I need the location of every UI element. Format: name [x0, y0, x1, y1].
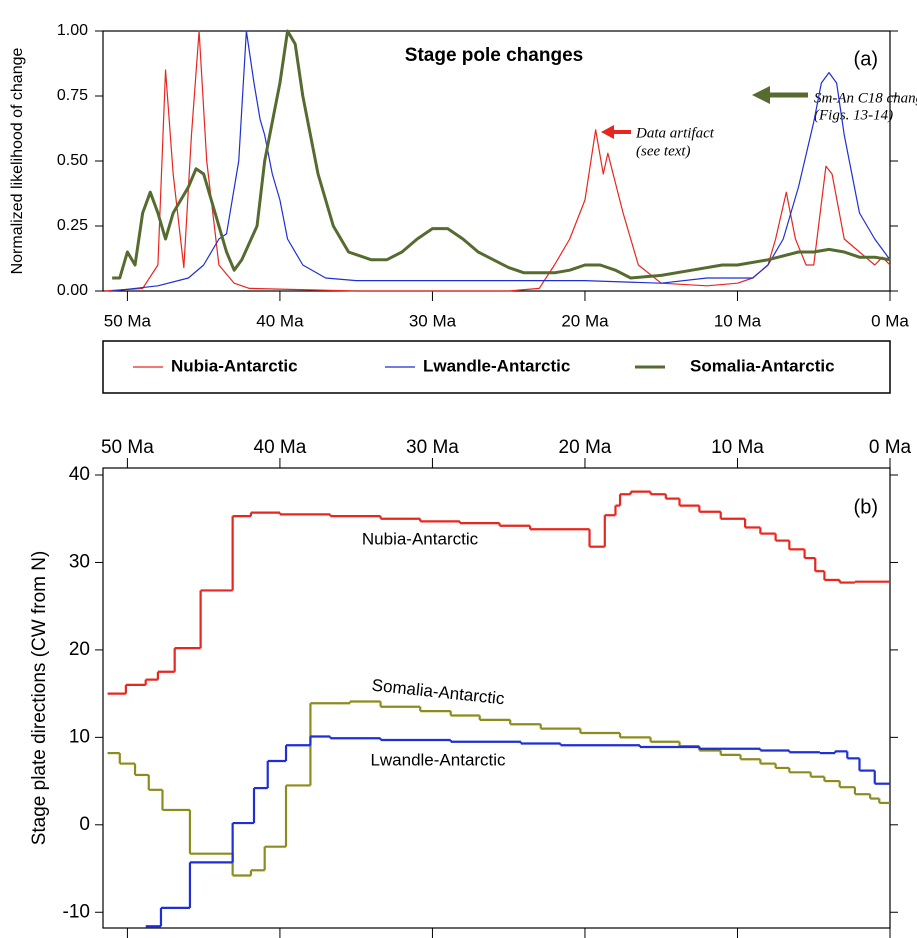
x-tick-label: 40 Ma [256, 311, 304, 330]
y-tick-label: -10 [63, 901, 90, 922]
series-label: Nubia-Antarctic [362, 529, 479, 548]
series-label: Lwandle-Antarctic [370, 750, 506, 769]
y-tick-label: 1.00 [57, 22, 88, 39]
chart-title: Stage pole changes [405, 45, 583, 66]
x-tick-label: 50 Ma [104, 311, 152, 330]
y-axis-label: Normalized likelihood of change [9, 48, 26, 275]
x-tick-label: 50 Ma [101, 437, 154, 458]
legend-label: Somalia-Antarctic [690, 356, 835, 375]
x-tick-label: 20 Ma [559, 437, 612, 458]
panel-label: (a) [854, 48, 878, 70]
data-line [112, 29, 891, 280]
arrow-head [752, 86, 770, 104]
y-tick-label: 30 [69, 551, 90, 572]
data-line [104, 30, 891, 292]
series-label: Somalia-Antarctic [371, 676, 506, 709]
annotation: Data artifact [635, 125, 715, 141]
x-tick-label: 20 Ma [561, 311, 609, 330]
x-tick-label: 0 Ma [869, 437, 912, 458]
legend-box [102, 340, 891, 394]
annotation: (Figs. 13-14) [814, 107, 893, 123]
y-tick-label: 10 [69, 726, 90, 747]
y-tick-label: 40 [69, 464, 90, 485]
x-tick-label: 0 Ma [871, 311, 909, 330]
arrow [752, 86, 808, 104]
annotation: (see text) [636, 143, 691, 159]
y-tick-label: 0.75 [57, 87, 88, 104]
y-tick-label: 0.00 [57, 282, 88, 299]
y-axis-label: Stage plate directions (CW from N) [29, 551, 50, 846]
y-tick-label: 0.25 [57, 217, 88, 234]
x-tick-label: 30 Ma [406, 437, 459, 458]
data-line [112, 30, 891, 292]
arrow-head [601, 125, 614, 139]
y-tick-label: 0.50 [57, 152, 88, 169]
legend-label: Lwandle-Antarctic [423, 356, 570, 375]
x-tick-label: 30 Ma [409, 311, 457, 330]
y-tick-label: 0 [79, 814, 90, 835]
y-tick-label: 20 [69, 639, 90, 660]
annotation: Sm-An C18 change [814, 90, 917, 106]
legend-label: Nubia-Antarctic [171, 356, 298, 375]
panel-label: (b) [854, 496, 878, 518]
x-tick-label: 40 Ma [254, 437, 307, 458]
panel-b-frame [102, 467, 891, 929]
x-tick-label: 10 Ma [711, 437, 764, 458]
arrow [601, 125, 631, 139]
x-tick-label: 10 Ma [714, 311, 762, 330]
